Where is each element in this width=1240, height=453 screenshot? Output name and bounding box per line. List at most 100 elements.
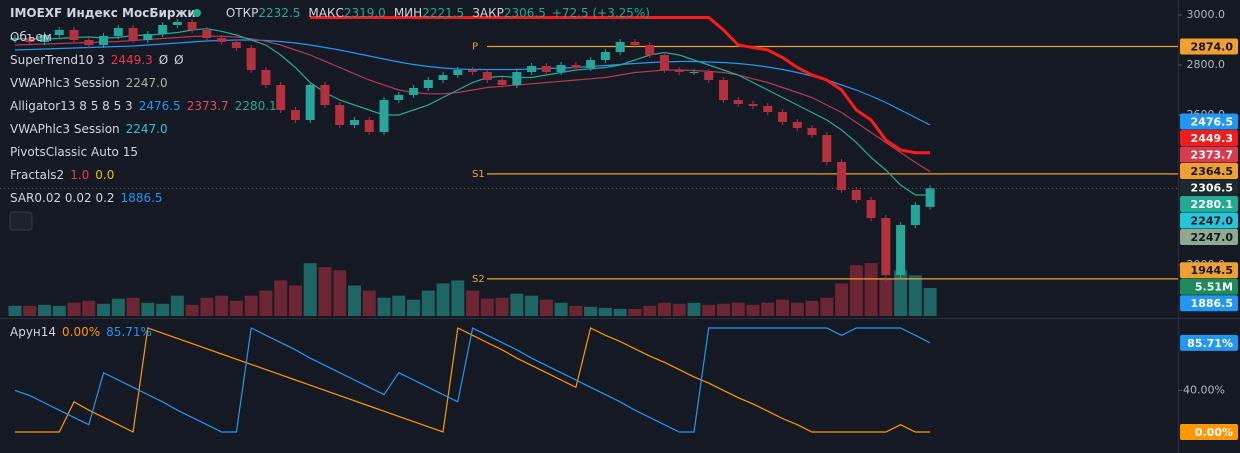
- candle-body: [748, 104, 758, 106]
- indicator-line: [15, 327, 931, 433]
- price-badge: [1180, 129, 1238, 146]
- price-badge-label: 5.51M: [1195, 281, 1233, 294]
- field-label: ЗАКР: [472, 6, 504, 20]
- volume-bar: [111, 298, 125, 316]
- candle-body: [25, 38, 35, 42]
- volume-bar: [274, 280, 288, 316]
- indicator-value: 2247.0: [126, 122, 168, 136]
- candle-body: [586, 60, 596, 68]
- candle-body: [349, 120, 359, 125]
- price-badge: [1180, 146, 1238, 163]
- volume-bar: [598, 307, 612, 316]
- candle-body: [409, 88, 419, 95]
- volume-bar: [97, 303, 111, 316]
- candle-body: [571, 65, 581, 68]
- indicator-name: VWAPhlc3 Session: [10, 76, 120, 90]
- volume-bar: [554, 302, 568, 316]
- candle-body: [851, 190, 861, 200]
- candle-body: [99, 36, 109, 45]
- symbol: IMOEXF Индекс МосБиржи: [10, 6, 196, 20]
- price-badge-label: 2449.3: [1191, 132, 1233, 145]
- candle-body: [763, 106, 773, 112]
- volume-bar: [835, 283, 849, 316]
- candle-body: [113, 28, 123, 36]
- volume-bar: [643, 305, 657, 316]
- volume-bar: [392, 295, 406, 316]
- candle-body: [541, 66, 551, 72]
- price-badge: [1180, 179, 1238, 196]
- candle-body: [718, 80, 728, 100]
- volume-bar: [421, 290, 435, 316]
- price-badge-label: 2476.5: [1191, 115, 1233, 128]
- candle-body: [290, 110, 300, 120]
- candle-body: [128, 28, 138, 40]
- price-badge-label: 1944.5: [1191, 264, 1233, 277]
- candle-body: [910, 205, 920, 225]
- volume-bar: [333, 270, 347, 316]
- candle-body: [556, 65, 566, 72]
- volume-bar: [185, 304, 199, 316]
- field-value: 2319.0: [344, 6, 386, 20]
- candle-body: [40, 35, 50, 42]
- candle-body: [896, 225, 906, 275]
- volume-bar: [82, 300, 96, 316]
- field-label: ОТКР: [226, 6, 259, 20]
- volume-bar: [879, 279, 893, 316]
- y-tick-label: 40.00%: [1183, 383, 1225, 396]
- indicator-value: 0.0: [95, 168, 114, 182]
- volume-bar: [525, 295, 539, 316]
- legend-row: IMOEXF Индекс МосБиржи ОТКР2232.5 МАКС2319…: [10, 6, 650, 20]
- change: +72.5 (+3.25%): [552, 6, 650, 20]
- volume-bar: [539, 299, 553, 316]
- indicator-name: SuperTrend10 3: [10, 53, 105, 67]
- candle-body: [172, 22, 182, 25]
- candle-body: [246, 48, 256, 70]
- price-badge-label: 1886.5: [1191, 297, 1233, 310]
- volume-bar: [141, 302, 155, 316]
- indicator-line: [310, 16, 931, 155]
- volume-bar: [923, 287, 937, 316]
- candle-body: [202, 30, 212, 38]
- y-tick-label: 3000.0: [1187, 8, 1226, 21]
- candle-body: [615, 42, 625, 52]
- candle-body: [600, 52, 610, 60]
- indicator-value: Ø: [174, 53, 183, 67]
- volume-bar: [318, 267, 332, 316]
- field-label: МАКС: [308, 6, 343, 20]
- volume-bar: [436, 283, 450, 316]
- price-badge: [1180, 162, 1238, 179]
- candle-body: [261, 70, 271, 85]
- collapse-button[interactable]: [9, 211, 33, 231]
- legend-row: VWAPhlc3 Session 2247.0: [10, 122, 168, 136]
- indicator-name: SAR0.02 0.02 0.2: [10, 191, 115, 205]
- legend-row: Объем: [10, 30, 52, 44]
- candle-body: [305, 85, 315, 120]
- candle-body: [10, 38, 20, 40]
- indicator-value: Ø: [159, 53, 168, 67]
- volume-bar: [820, 297, 834, 316]
- indicator-name: PivotsClassic Auto 15: [10, 145, 138, 159]
- candle-body: [674, 70, 684, 72]
- volume-bar: [200, 297, 214, 316]
- volume-bar: [894, 270, 908, 316]
- volume-bar: [215, 295, 229, 316]
- volume-bar: [52, 305, 66, 316]
- volume-bar: [407, 299, 421, 316]
- price-badge-label: 2306.5: [1191, 181, 1233, 194]
- candle-body: [394, 95, 404, 100]
- price-badge-label: 2874.0: [1191, 41, 1234, 54]
- volume-bar: [790, 302, 804, 316]
- candle-body: [822, 135, 832, 162]
- legend-row: Арун14 0.00% 85.71%: [10, 325, 152, 339]
- price-badge: [1180, 295, 1238, 312]
- volume-bar: [510, 293, 524, 316]
- volume-bar: [761, 302, 775, 316]
- indicator-value: 2476.5: [139, 99, 181, 113]
- candle-body: [645, 45, 655, 55]
- candle-body: [84, 40, 94, 45]
- price-badge-label: 2280.1: [1191, 198, 1233, 211]
- volume-bar: [170, 295, 184, 316]
- candle-body: [54, 30, 64, 35]
